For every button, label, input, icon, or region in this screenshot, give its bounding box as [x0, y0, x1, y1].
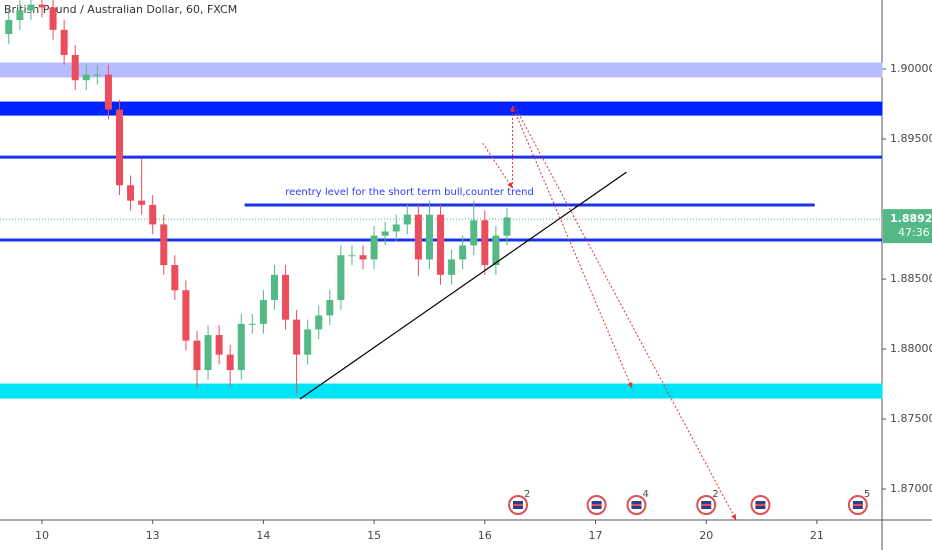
candle-body	[60, 29, 68, 56]
x-tick-label: 17	[589, 529, 603, 542]
candle-body	[104, 74, 112, 110]
candle-body	[71, 55, 79, 81]
candle-body	[171, 265, 179, 291]
x-tick-label: 10	[35, 529, 49, 542]
y-tick-label: 1.88000	[890, 342, 932, 355]
candle-body	[226, 354, 234, 371]
candle-body	[127, 185, 135, 201]
candle-body	[259, 300, 267, 324]
last-price-box	[883, 209, 932, 244]
candle-body	[448, 259, 456, 275]
candle-body	[270, 274, 278, 301]
candle-body	[16, 10, 24, 21]
candle-body	[425, 214, 433, 260]
price-zone	[0, 383, 883, 399]
candle-body	[459, 245, 467, 260]
candle-body	[115, 109, 123, 186]
chart-title: British Pound / Australian Dollar, 60, F…	[4, 3, 237, 16]
event-count: 4	[642, 489, 648, 500]
candle-body	[370, 235, 378, 260]
y-tick-label: 1.88500	[890, 272, 932, 285]
arrow-head	[731, 514, 737, 520]
x-tick-label: 21	[810, 529, 824, 542]
y-tick-label: 1.87500	[890, 412, 932, 425]
candle-body	[337, 255, 345, 301]
candle-body	[414, 214, 422, 260]
candle-body	[503, 217, 511, 236]
candle-body	[27, 4, 35, 11]
candle-body	[381, 231, 389, 236]
candle-body	[481, 220, 489, 266]
candle-body	[138, 200, 146, 205]
y-tick-label: 1.89500	[890, 132, 932, 145]
candle-body	[149, 204, 157, 225]
candle-body	[193, 340, 201, 371]
candle-body	[326, 300, 334, 316]
candle-body	[237, 323, 245, 371]
candle-body	[470, 220, 478, 246]
x-tick-label: 13	[146, 529, 160, 542]
candle-body	[182, 290, 190, 341]
candle-body	[160, 224, 168, 266]
x-tick-label: 20	[699, 529, 713, 542]
projection-arrow	[482, 142, 513, 189]
y-tick-label: 1.90000	[890, 62, 932, 75]
candle-body	[5, 20, 13, 35]
candle-body	[315, 315, 323, 330]
candle-body	[403, 214, 411, 225]
candle-body	[49, 7, 57, 30]
candle-body	[38, 4, 46, 8]
arrow-head	[509, 105, 516, 112]
candle-body	[215, 335, 223, 355]
candle-body	[359, 255, 367, 260]
price-zone	[0, 62, 883, 78]
projection-arrow	[512, 105, 633, 389]
arrow-head	[507, 182, 513, 189]
last-price-label: 1.88928	[890, 212, 932, 225]
arrow-head	[627, 382, 633, 389]
candle-body	[304, 329, 312, 355]
candle-body	[348, 255, 356, 257]
event-count: 2	[712, 489, 718, 500]
candle-body	[392, 224, 400, 232]
event-count: 2	[524, 489, 530, 500]
price-zone	[0, 101, 883, 116]
candle-body	[282, 274, 290, 320]
candle-body	[248, 323, 256, 325]
trend-line	[299, 171, 627, 400]
candle-body	[82, 74, 90, 81]
y-tick-label: 1.87000	[890, 482, 932, 495]
candle-body	[93, 74, 101, 76]
x-tick-label: 14	[256, 529, 270, 542]
candle-body	[293, 319, 301, 355]
candle-body	[204, 335, 212, 371]
candle-body	[492, 235, 500, 266]
annotation: reentry level for the short term bull,co…	[285, 187, 534, 198]
countdown-label: 47:36	[898, 226, 930, 239]
candle-body	[437, 214, 445, 275]
x-tick-label: 16	[478, 529, 492, 542]
event-count: 5	[864, 489, 870, 500]
x-tick-label: 15	[367, 529, 381, 542]
